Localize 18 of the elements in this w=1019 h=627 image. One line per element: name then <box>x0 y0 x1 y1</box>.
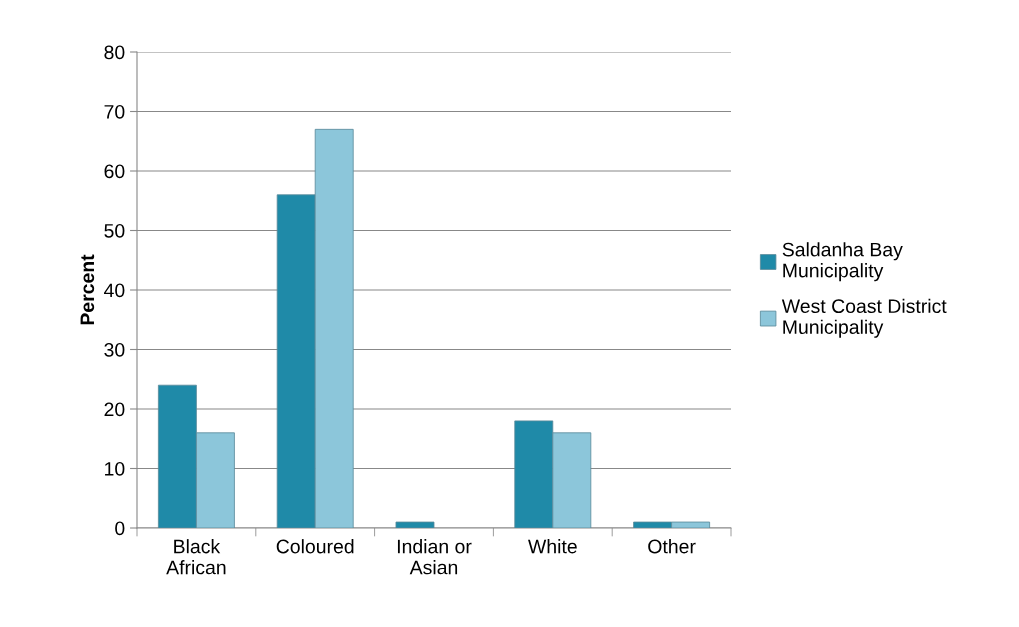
x-tick-label: Indian or Asian <box>397 539 472 575</box>
y-tick-label: 20 <box>104 402 125 417</box>
y-tick-label: 60 <box>104 164 125 179</box>
y-tick-label: 80 <box>104 45 125 60</box>
bar <box>395 521 435 528</box>
y-tick-label: 70 <box>104 104 125 119</box>
y-tick-label: 40 <box>104 283 125 298</box>
legend-label: Saldanha Bay Municipality <box>782 242 903 282</box>
y-tick-label: 10 <box>105 461 125 476</box>
x-tick-label: White <box>528 539 577 554</box>
x-tick-label: Other <box>648 539 696 554</box>
x-tick-label: Coloured <box>276 539 354 554</box>
legend-label: West Coast District Municipality <box>781 298 947 338</box>
y-tick-label: 0 <box>115 521 125 536</box>
y-tick-label: 50 <box>104 223 125 238</box>
x-tick-label: Black African <box>166 539 226 575</box>
y-axis-title: Percent <box>80 254 95 325</box>
y-tick-label: 30 <box>104 342 125 357</box>
